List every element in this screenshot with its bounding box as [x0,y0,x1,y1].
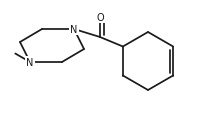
Text: O: O [96,13,104,23]
Text: N: N [26,57,34,67]
Text: N: N [70,25,78,35]
